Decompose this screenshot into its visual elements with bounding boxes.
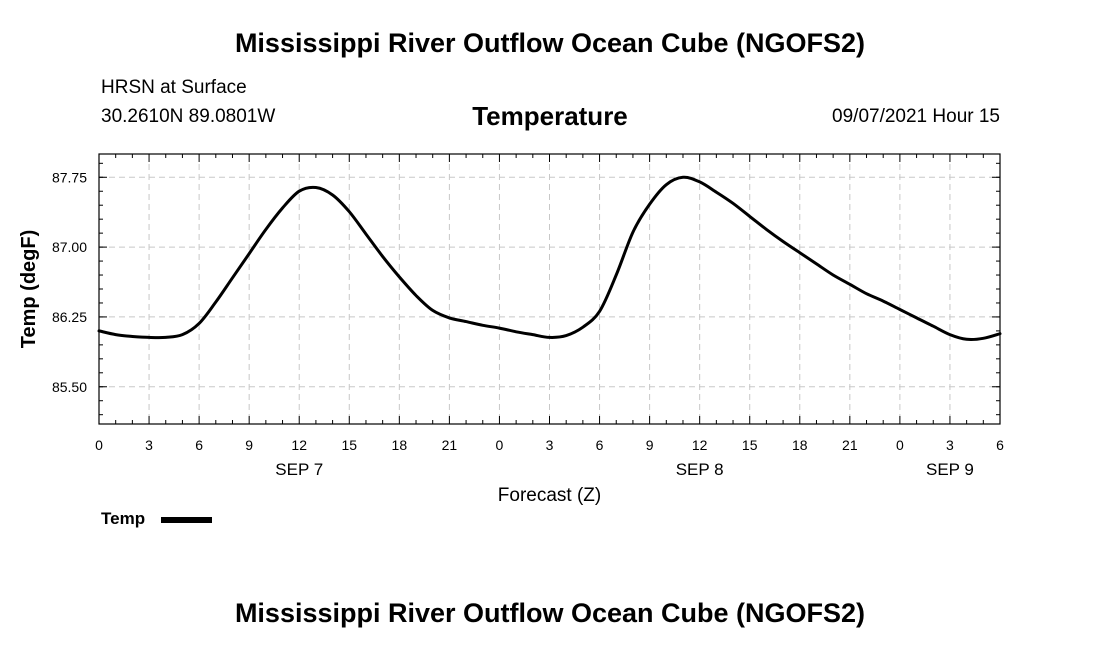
- y-tick-label: 87.75: [52, 169, 87, 185]
- x-tick-label: 6: [996, 437, 1004, 453]
- x-tick-label: 3: [546, 437, 554, 453]
- plot-frame: [98, 153, 1001, 425]
- x-tick-label: 9: [646, 437, 654, 453]
- x-tick-label: 18: [792, 437, 808, 453]
- x-tick-label: 3: [145, 437, 153, 453]
- x-tick-label: 15: [341, 437, 357, 453]
- date-label: SEP 7: [275, 460, 323, 479]
- y-tick-label: 87.00: [52, 239, 87, 255]
- x-tick-label: 15: [742, 437, 758, 453]
- chart-title: Temperature: [472, 101, 628, 131]
- y-axis-label: Temp (degF): [18, 230, 40, 349]
- legend-label: Temp: [101, 509, 146, 528]
- grid-lines: [99, 154, 1000, 424]
- axis-labels: 0 3 6 9 12 15 18 21 0 3 6 9 12 15 18 21 0 3 6 85.50 86.25 87.…: [52, 169, 1004, 479]
- x-tick-label: 21: [442, 437, 458, 453]
- main-title: Mississippi River Outflow Ocean Cube (NG…: [234, 28, 866, 58]
- y-tick-label: 86.25: [52, 309, 87, 325]
- y-tick-label: 85.50: [52, 379, 87, 395]
- legend-line-swatch: [161, 517, 212, 523]
- x-tick-label: 0: [896, 437, 904, 453]
- date-label: SEP 8: [676, 460, 724, 479]
- x-tick-label: 12: [692, 437, 708, 453]
- x-tick-label: 12: [291, 437, 307, 453]
- coordinates-label: 30.2610N 89.0801W: [101, 106, 276, 127]
- date-label: SEP 9: [926, 460, 974, 479]
- temp-series-line: [97, 175, 1002, 342]
- series-layer: [97, 175, 1002, 342]
- x-tick-label: 6: [195, 437, 203, 453]
- x-axis-label: Forecast (Z): [498, 485, 601, 506]
- x-tick-label: 18: [392, 437, 408, 453]
- x-tick-label: 21: [842, 437, 858, 453]
- x-tick-label: 0: [95, 437, 103, 453]
- x-tick-label: 6: [596, 437, 604, 453]
- forecast-datetime: 09/07/2021 Hour 15: [832, 106, 1000, 127]
- footer-title: Mississippi River Outflow Ocean Cube (NG…: [234, 598, 866, 628]
- x-tick-label: 9: [245, 437, 253, 453]
- x-tick-label: 0: [496, 437, 504, 453]
- station-label: HRSN at Surface: [101, 77, 247, 98]
- x-tick-label: 3: [946, 437, 954, 453]
